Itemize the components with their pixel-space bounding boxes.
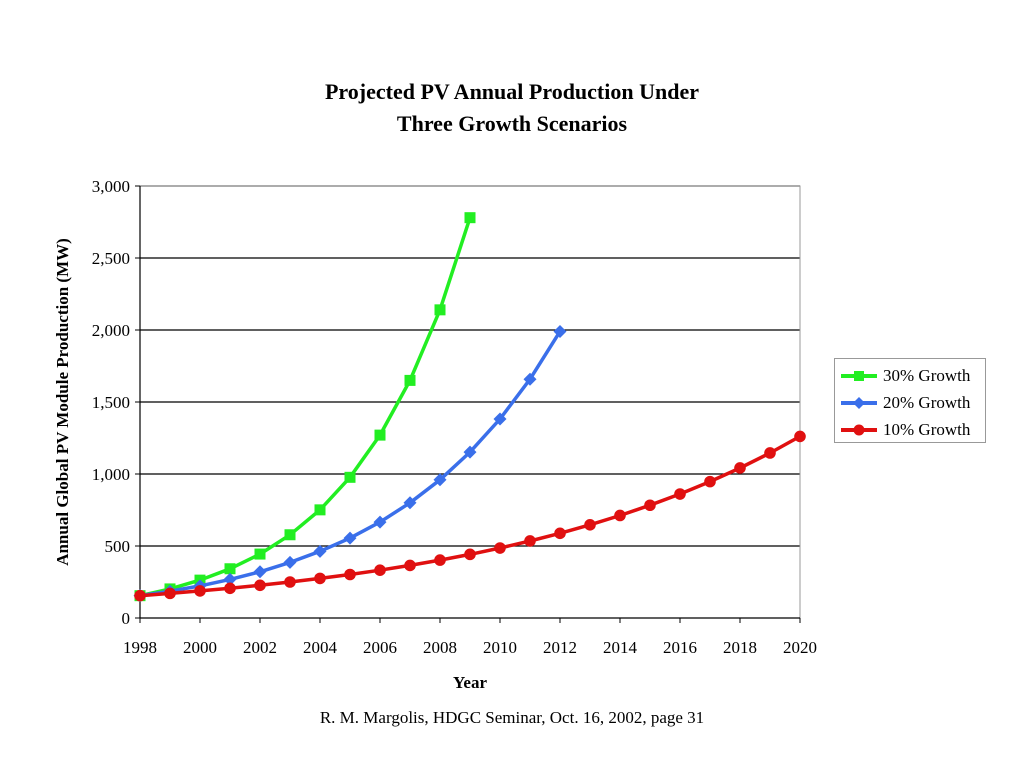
- series-line: [139, 434, 801, 598]
- data-point-circle: [674, 488, 686, 500]
- data-point-circle: [614, 509, 626, 522]
- legend-label: 20% Growth: [883, 393, 971, 412]
- data-point-square: [344, 471, 356, 483]
- data-point-square: [374, 429, 386, 441]
- gridlines: [140, 185, 800, 547]
- data-point-diamond: [553, 324, 567, 338]
- tick-labels: 0 500 1,000 1,500 2,000 2,500 3,000 1998 2000 200…: [92, 177, 817, 657]
- legend-entry-10-growth: 10% Growth: [839, 417, 985, 443]
- x-tick-label: 2002: [243, 638, 277, 657]
- x-tick-label: 2012: [543, 638, 577, 657]
- series-20-growth: [133, 324, 567, 603]
- x-tick-label: 2018: [723, 638, 757, 657]
- data-point-circle: [434, 554, 446, 566]
- data-point-circle: [764, 447, 776, 459]
- data-point-circle: [314, 572, 326, 585]
- data-point-diamond: [283, 555, 297, 569]
- data-point-diamond: [433, 473, 447, 487]
- data-point-diamond: [253, 565, 267, 579]
- x-tick-label: 2004: [303, 638, 338, 657]
- y-tick-label: 1,000: [92, 465, 130, 484]
- data-point-circle: [494, 542, 506, 554]
- y-tick-label: 2,500: [92, 249, 130, 268]
- x-tick-label: 2000: [183, 638, 217, 657]
- series-line: [139, 330, 562, 598]
- chart-title-line-2: Three Growth Scenarios: [396, 111, 628, 136]
- data-point-circle: [464, 548, 476, 561]
- data-point-circle: [194, 585, 206, 597]
- y-tick-label: 2,000: [92, 321, 130, 340]
- y-axis-label: Annual Global PV Module Production (MW): [53, 238, 72, 566]
- data-point-circle: [404, 559, 416, 572]
- x-tick-label: 2010: [483, 638, 517, 657]
- x-tick-label: 2006: [363, 638, 397, 657]
- data-point-circle: [284, 576, 296, 588]
- data-point-circle: [794, 430, 806, 443]
- data-point-circle: [374, 564, 386, 576]
- data-point-diamond: [463, 445, 477, 459]
- x-axis-label: Year: [453, 673, 487, 692]
- data-point-circle: [554, 527, 566, 540]
- data-point-circle: [224, 582, 236, 595]
- data-point-square: [254, 548, 266, 560]
- series-30-growth: [134, 212, 476, 602]
- series-10-growth: [134, 430, 806, 602]
- legend-entry-30-growth: 30% Growth: [839, 363, 985, 389]
- data-point-circle: [584, 519, 596, 531]
- data-point-circle: [164, 587, 176, 600]
- data-point-diamond: [223, 572, 237, 586]
- data-point-diamond: [313, 544, 327, 558]
- data-point-diamond: [523, 372, 537, 386]
- data-point-circle: [734, 462, 746, 474]
- data-point-square: [434, 304, 446, 316]
- data-point-diamond: [343, 531, 357, 545]
- legend-marker-square: [841, 371, 877, 381]
- data-point-circle: [134, 589, 146, 602]
- x-tick-label: 2014: [603, 638, 638, 657]
- chart-title-line-1: Projected PV Annual Production Under: [324, 79, 699, 104]
- data-point-square: [314, 504, 326, 516]
- legend-label: 30% Growth: [883, 366, 971, 385]
- chart-title: Projected PV Annual Production Under Thr…: [212, 76, 812, 140]
- data-point-circle: [524, 535, 536, 547]
- x-tick-label: 2020: [783, 638, 817, 657]
- x-tick-label: 2008: [423, 638, 457, 657]
- footer-citation: R. M. Margolis, HDGC Seminar, Oct. 16, 2…: [319, 708, 705, 727]
- legend-marker-diamond: [841, 397, 877, 409]
- axes: [135, 185, 801, 623]
- data-point-circle: [254, 579, 266, 592]
- data-point-diamond: [493, 412, 507, 426]
- data-point-circle: [344, 568, 356, 581]
- data-point-square: [464, 212, 476, 224]
- legend: 30% Growth 20% Growth 10% Growth: [834, 358, 986, 443]
- series-line: [139, 217, 472, 598]
- legend-label: 10% Growth: [883, 420, 971, 439]
- series-layer: [133, 212, 806, 603]
- data-point-diamond: [403, 496, 417, 510]
- x-tick-label: 1998: [123, 638, 157, 657]
- data-point-circle: [704, 475, 716, 488]
- y-tick-label: 1,500: [92, 393, 130, 412]
- data-point-square: [224, 563, 236, 575]
- data-point-circle: [644, 499, 656, 512]
- x-tick-label: 2016: [663, 638, 697, 657]
- data-point-square: [284, 529, 296, 541]
- legend-entry-20-growth: 20% Growth: [839, 390, 985, 416]
- y-tick-label: 500: [105, 537, 131, 556]
- data-point-square: [404, 374, 416, 386]
- data-point-diamond: [373, 515, 387, 529]
- legend-marker-circle: [841, 424, 877, 436]
- y-tick-label: 0: [122, 609, 131, 628]
- y-tick-label: 3,000: [92, 177, 130, 196]
